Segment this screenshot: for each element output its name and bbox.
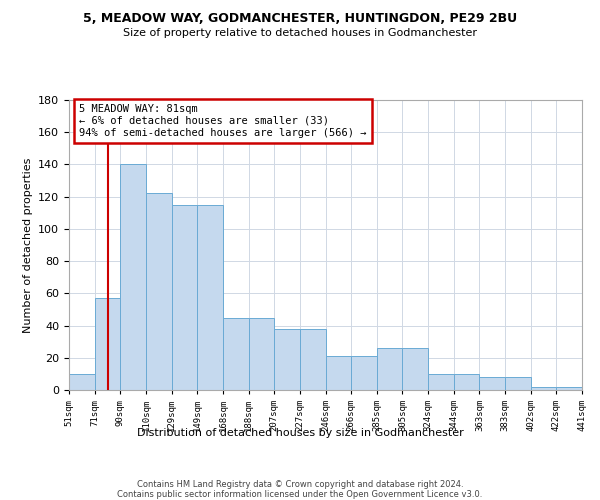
Bar — [172, 204, 197, 390]
Y-axis label: Number of detached properties: Number of detached properties — [23, 158, 32, 332]
Bar — [377, 348, 403, 390]
Bar — [505, 377, 531, 390]
Bar — [197, 204, 223, 390]
Bar — [403, 348, 428, 390]
Text: Distribution of detached houses by size in Godmanchester: Distribution of detached houses by size … — [137, 428, 463, 438]
Bar — [556, 387, 582, 390]
Text: Contains HM Land Registry data © Crown copyright and database right 2024.
Contai: Contains HM Land Registry data © Crown c… — [118, 480, 482, 500]
Bar — [146, 194, 172, 390]
Bar — [223, 318, 248, 390]
Text: 5, MEADOW WAY, GODMANCHESTER, HUNTINGDON, PE29 2BU: 5, MEADOW WAY, GODMANCHESTER, HUNTINGDON… — [83, 12, 517, 26]
Bar — [95, 298, 121, 390]
Bar — [69, 374, 95, 390]
Bar — [531, 387, 556, 390]
Bar — [274, 329, 300, 390]
Bar — [248, 318, 274, 390]
Bar — [121, 164, 146, 390]
Text: Size of property relative to detached houses in Godmanchester: Size of property relative to detached ho… — [123, 28, 477, 38]
Bar — [351, 356, 377, 390]
Bar — [325, 356, 351, 390]
Bar — [454, 374, 479, 390]
Bar — [428, 374, 454, 390]
Bar — [479, 377, 505, 390]
Bar — [300, 329, 325, 390]
Text: 5 MEADOW WAY: 81sqm
← 6% of detached houses are smaller (33)
94% of semi-detache: 5 MEADOW WAY: 81sqm ← 6% of detached hou… — [79, 104, 367, 138]
